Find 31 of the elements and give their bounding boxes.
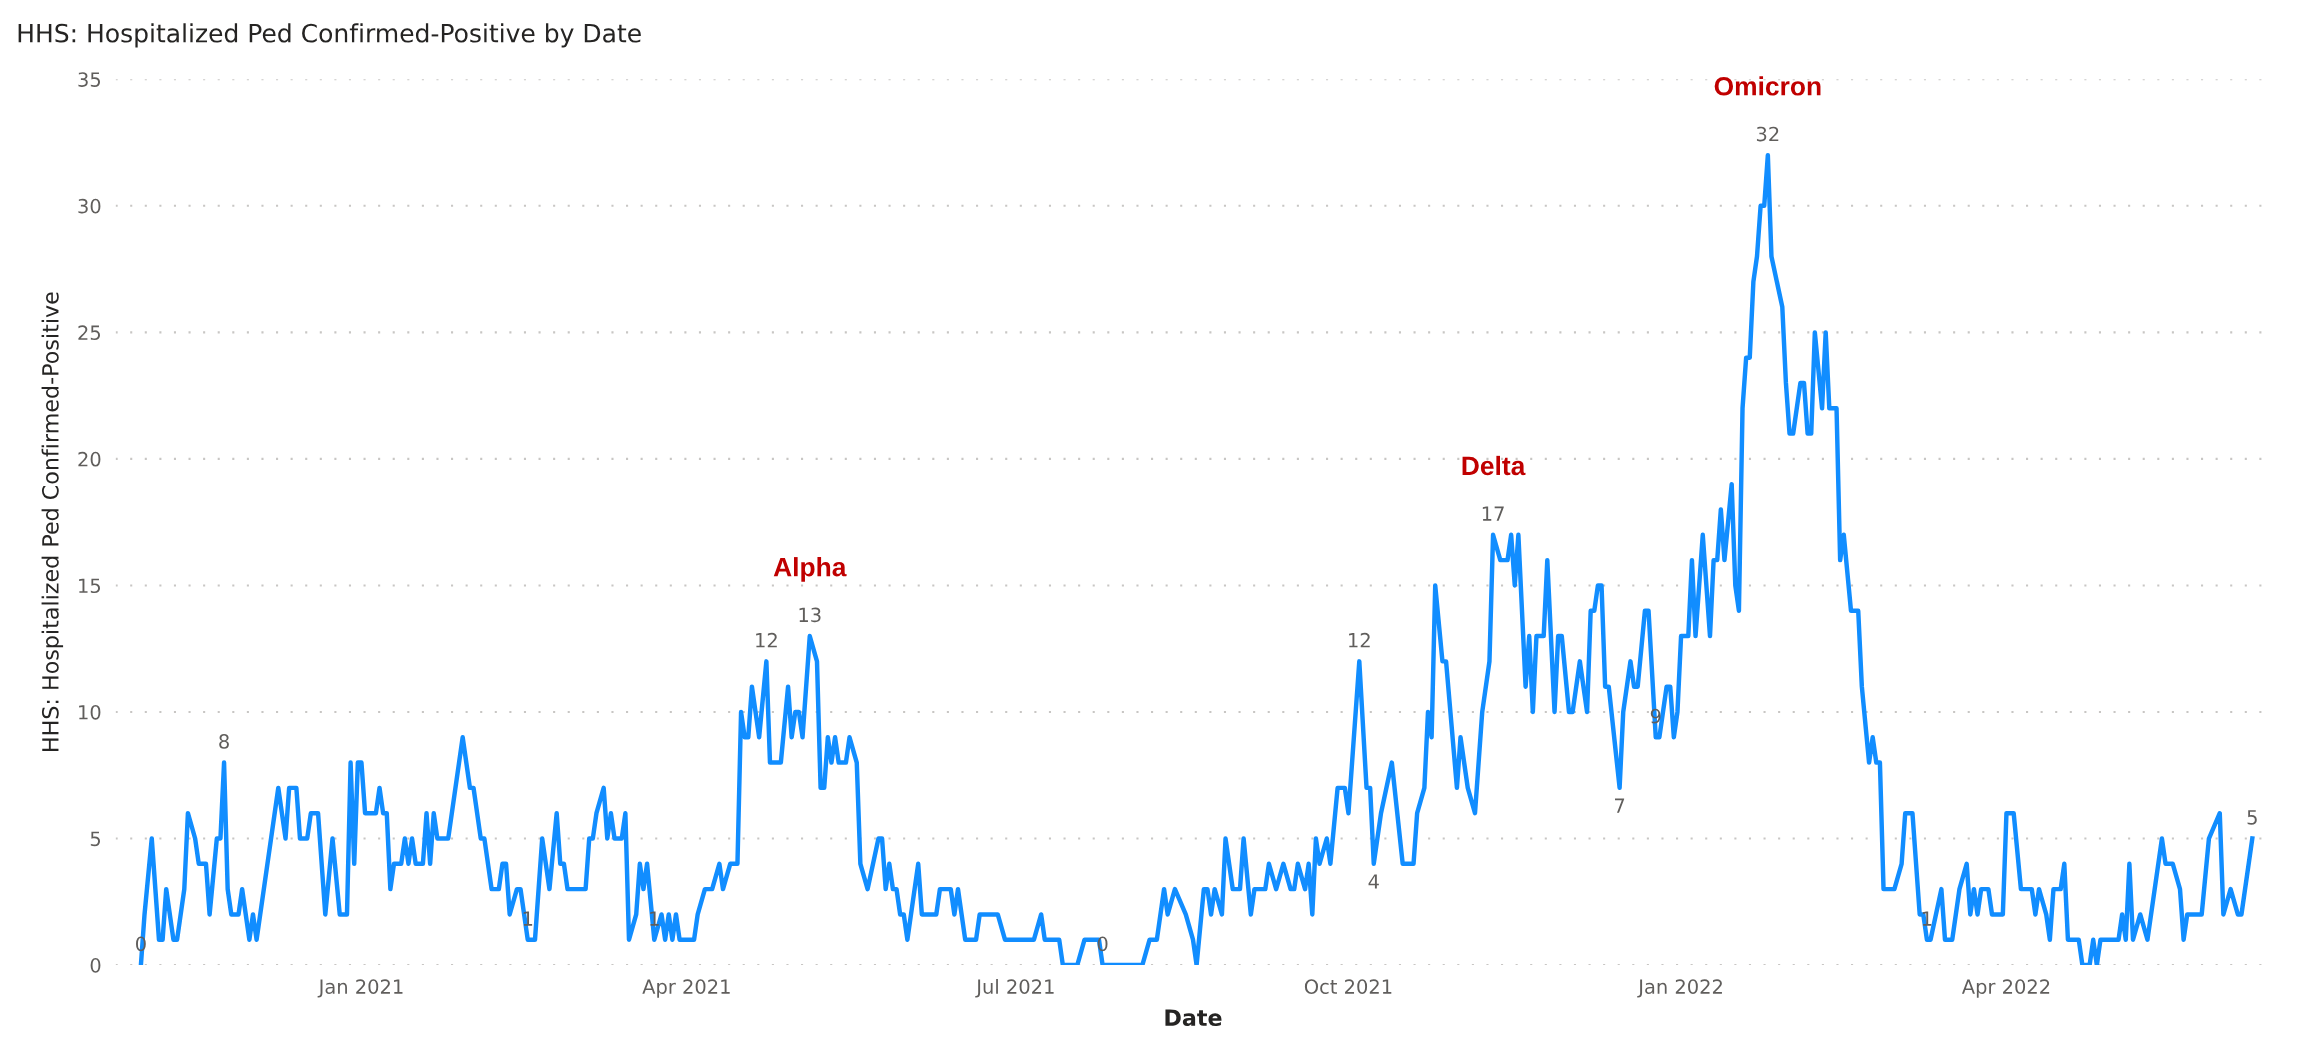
y-tick-label: 30 (78, 198, 101, 214)
data-label: 12 (756, 632, 777, 648)
x-tick-label: Jul 2021 (975, 978, 1054, 998)
data-label: 13 (799, 607, 821, 623)
data-label: 32 (1756, 126, 1779, 142)
y-tick-label: 15 (79, 578, 101, 594)
y-tick-label: 0 (90, 958, 101, 973)
x-tick-label: Apr 2022 (1961, 979, 2050, 998)
x-tick-label: Jan 2021 (317, 979, 403, 998)
x-tick-label: Apr 2021 (642, 979, 730, 998)
data-label: 4 (1368, 874, 1379, 889)
x-tick-label: Jan 2022 (1637, 979, 1722, 998)
y-tick-label: 35 (78, 72, 101, 87)
x-tick-label: Oct 2021 (1304, 979, 1392, 994)
y-tick-label: 10 (79, 704, 101, 720)
annotation: Omicron (1714, 76, 1821, 96)
annotation: Delta (1462, 455, 1526, 476)
data-label: 5 (2247, 810, 2257, 825)
chart-title: HHS: Hospitalized Ped Confirmed-Positive by Date (18, 23, 641, 48)
data-label: 8 (219, 734, 229, 749)
annotation: Alpha (773, 557, 847, 582)
data-label: 7 (1615, 798, 1625, 813)
y-tick-label: 5 (90, 831, 101, 847)
x-axis-title: Date (1165, 1009, 1222, 1027)
data-label: 9 (1650, 708, 1661, 724)
data-label: 17 (1482, 506, 1504, 521)
line-series (138, 152, 2255, 966)
y-tick-label: 20 (78, 451, 101, 467)
data-label: 12 (1349, 632, 1370, 648)
y-axis-title: HHS: Hospitalized Ped Confirmed-Positive (41, 292, 64, 751)
y-tick-label: 25 (78, 325, 101, 341)
